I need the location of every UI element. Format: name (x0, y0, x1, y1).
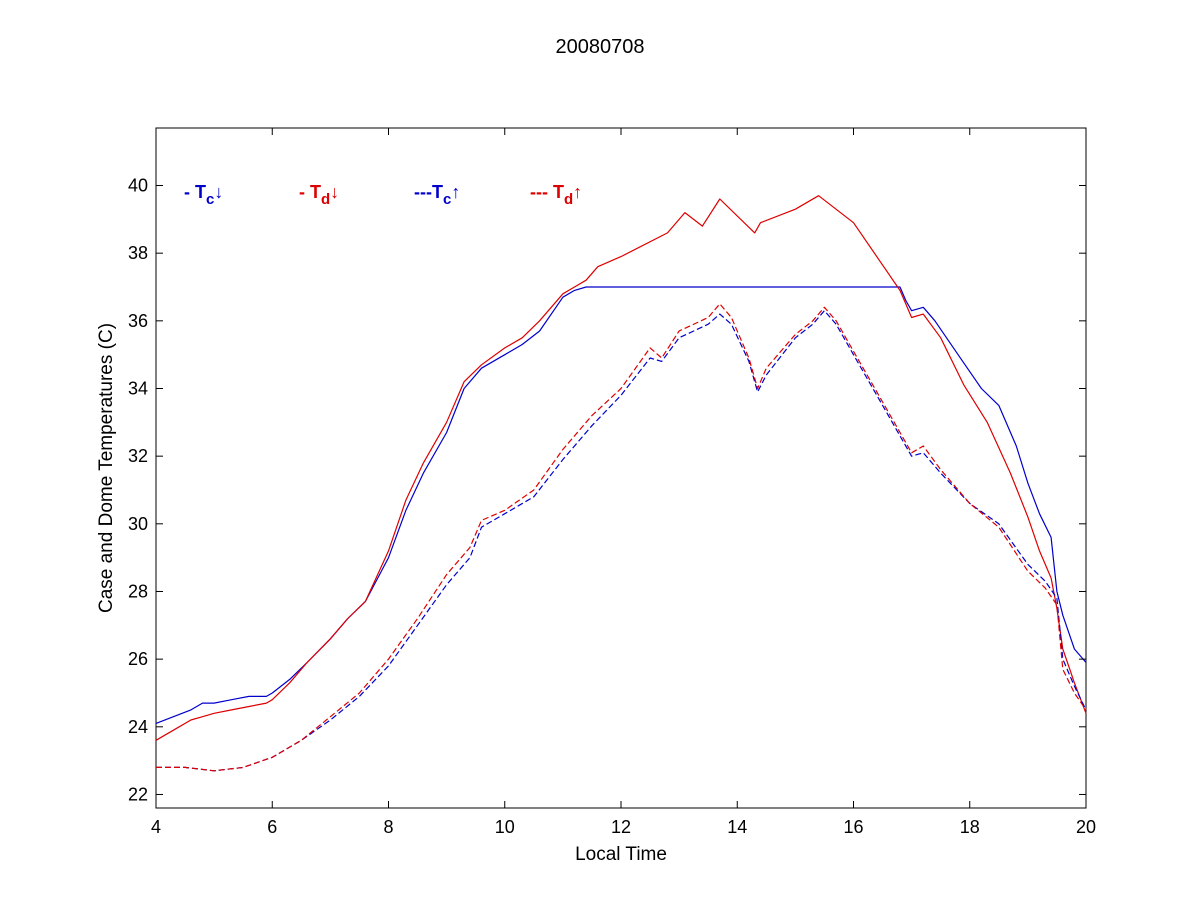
x-axis-label: Local Time (575, 844, 667, 865)
x-axis: 4 6 8 10 12 14 16 18 20 (151, 128, 1096, 837)
y-tick-label: 36 (128, 311, 148, 331)
y-tick-label: 30 (128, 514, 148, 534)
x-tick-label: 14 (727, 817, 747, 837)
y-tick-label: 34 (128, 378, 148, 398)
legend: - Tc↓ - Td↓ ---Tc↑ --- Td↑ (184, 182, 582, 208)
legend-entry-1: - Tc↓ (184, 182, 223, 208)
x-tick-label: 10 (495, 817, 515, 837)
y-tick-label: 28 (128, 581, 148, 601)
x-tick-label: 18 (960, 817, 980, 837)
legend-entry-3: ---Tc↑ (414, 182, 460, 208)
x-tick-label: 16 (843, 817, 863, 837)
x-tick-label: 4 (151, 817, 161, 837)
series-line-4 (156, 303, 1087, 772)
plot-area (155, 127, 1087, 809)
y-axis: 22 24 26 28 30 32 34 36 38 40 (128, 176, 1086, 804)
series-line-3 (156, 310, 1087, 772)
y-tick-label: 32 (128, 446, 148, 466)
y-tick-label: 24 (128, 717, 148, 737)
x-tick-label: 20 (1076, 817, 1096, 837)
y-tick-label: 26 (128, 649, 148, 669)
series-line-1 (155, 286, 1087, 724)
x-tick-label: 12 (611, 817, 631, 837)
x-tick-label: 6 (267, 817, 277, 837)
legend-entry-2: - Td↓ (299, 182, 339, 208)
series-line-2 (155, 195, 1087, 741)
chart-title: 20080708 (556, 36, 645, 58)
y-tick-label: 40 (128, 176, 148, 196)
x-tick-label: 8 (383, 817, 393, 837)
legend-entry-4: --- Td↑ (530, 182, 582, 208)
y-tick-label: 38 (128, 243, 148, 263)
series-layer (155, 195, 1087, 772)
y-tick-label: 22 (128, 784, 148, 804)
y-axis-label: Case and Dome Temperatures (C) (96, 323, 117, 613)
